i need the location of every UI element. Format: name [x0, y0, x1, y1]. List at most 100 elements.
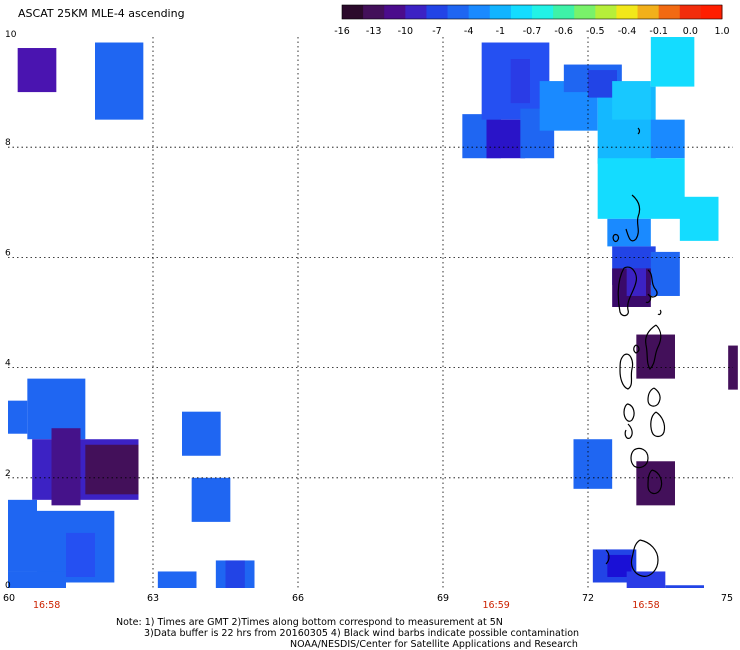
x-tick-label: 63 [147, 593, 159, 604]
wind-cell [612, 81, 651, 120]
coastline-segment [645, 295, 652, 304]
wind-cell [8, 400, 28, 434]
y-tick-label: 4 [5, 359, 11, 369]
colorbar-label: -0.1 [649, 26, 668, 37]
wind-cell [8, 571, 66, 588]
coastline-segment [624, 423, 633, 439]
colorbar [341, 4, 723, 20]
coastline-segment [623, 403, 635, 422]
coastline-segment [630, 539, 659, 577]
footer-note-line1: Note: 1) Times are GMT 2)Times along bot… [116, 617, 503, 628]
colorbar-border [341, 4, 723, 20]
colorbar-label: -10 [398, 26, 414, 37]
wind-cell [8, 499, 37, 572]
x-axis-ticks: 60 63 66 69 72 75 [3, 593, 733, 604]
wind-cell [573, 439, 613, 489]
wind-cell [626, 571, 666, 588]
colorbar-swatch [384, 5, 406, 19]
coastline-segment [647, 469, 663, 495]
map-title: ASCAT 25KM MLE-4 ascending [18, 7, 185, 20]
colorbar-swatch [574, 5, 596, 19]
wind-cell [157, 571, 197, 588]
colorbar-swatch [700, 5, 723, 19]
wind-cell [607, 218, 651, 247]
coastline-segment [617, 266, 637, 317]
x-tick-label: 66 [292, 593, 304, 604]
wind-speed-cells [8, 37, 738, 588]
y-tick-label: 2 [5, 469, 11, 479]
colorbar-swatch [616, 5, 639, 19]
y-axis-ticks: 0 2 4 6 8 10 [5, 30, 17, 591]
wind-cell [665, 585, 704, 588]
coastline-segment [645, 324, 662, 370]
time-label: 16:59 [482, 600, 509, 611]
wind-cell [679, 196, 719, 241]
footer-credit: NOAA/NESDIS/Center for Satellite Applica… [290, 639, 578, 650]
coastline [605, 127, 666, 577]
y-tick-label: 10 [5, 30, 17, 40]
wind-cell [225, 560, 245, 588]
colorbar-swatch [363, 5, 385, 19]
wind-cell [66, 532, 95, 577]
coastline-segment [647, 269, 658, 298]
wind-cell [191, 477, 231, 522]
wind-cell [95, 42, 144, 120]
coastline-segment [619, 353, 634, 390]
wind-cell [650, 119, 685, 159]
x-tick-label: 69 [437, 593, 449, 604]
colorbar-swatch [595, 5, 617, 19]
footer-note-line2: 3)Data buffer is 22 hrs from 20160305 4)… [144, 628, 579, 639]
colorbar-swatch [426, 5, 449, 19]
coastline-segment [605, 549, 610, 565]
wind-cell [597, 158, 685, 219]
coastline-segment [657, 309, 662, 316]
wind-cell [486, 119, 526, 159]
y-tick-label: 8 [5, 138, 11, 148]
y-tick-label: 0 [5, 581, 11, 591]
x-tick-label: 72 [582, 593, 594, 604]
colorbar-swatch [447, 5, 470, 19]
wind-cell [510, 59, 530, 104]
time-label: 16:58 [632, 600, 659, 611]
graticule-grid [8, 37, 733, 588]
colorbar-swatch [510, 5, 533, 19]
colorbar-swatch [489, 5, 512, 19]
colorbar-label: -7 [432, 26, 441, 37]
colorbar-label: -1 [496, 26, 505, 37]
colorbar-swatch [553, 5, 575, 19]
colorbar-swatch [468, 5, 491, 19]
coastline-segment [650, 411, 666, 438]
time-labels: 16:58 16:59 16:58 [33, 600, 660, 611]
colorbar-swatch [658, 5, 681, 19]
colorbar-swatch [342, 5, 364, 19]
colorbar-label: -0.5 [586, 26, 605, 37]
coastline-segment [633, 344, 640, 354]
colorbar-label: 0.0 [683, 26, 698, 37]
wind-cell [650, 251, 680, 296]
colorbar-swatch [679, 5, 702, 19]
colorbar-label: -0.6 [554, 26, 573, 37]
coastline-segment [625, 194, 641, 242]
wind-cell [51, 428, 81, 506]
wind-cell [17, 48, 57, 93]
colorbar-label: -0.7 [523, 26, 542, 37]
colorbar-swatch [637, 5, 660, 19]
colorbar-label: -16 [334, 26, 350, 37]
colorbar-label: -4 [464, 26, 473, 37]
wind-cell [607, 554, 632, 577]
wind-cell [182, 411, 221, 456]
coastline-segment [647, 387, 661, 407]
wind-cell [650, 37, 695, 87]
time-label: 16:58 [33, 600, 60, 611]
colorbar-label: -0.4 [618, 26, 637, 37]
wind-cell [636, 461, 675, 506]
colorbar-swatch [405, 5, 427, 19]
colorbar-label: 1.0 [714, 26, 729, 37]
colorbar-label: -13 [366, 26, 382, 37]
coastline-segment [612, 233, 620, 243]
x-tick-label: 60 [3, 593, 15, 604]
colorbar-swatch [532, 5, 554, 19]
coastline-segment [630, 447, 649, 469]
wind-cell [85, 444, 139, 495]
